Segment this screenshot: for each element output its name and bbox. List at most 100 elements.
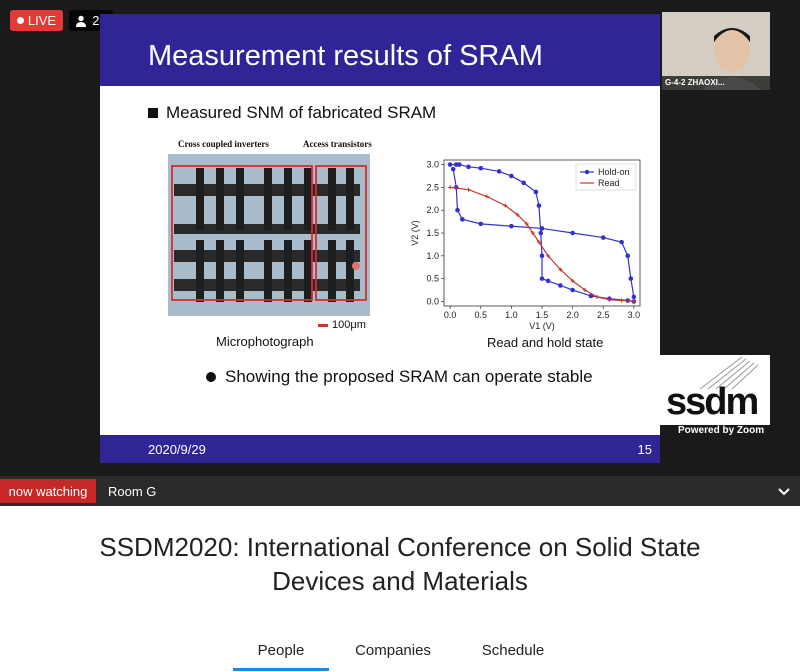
legend-label-1: Read bbox=[598, 178, 620, 188]
series-point-0 bbox=[450, 166, 456, 172]
y-tick-label: 3.0 bbox=[426, 160, 439, 170]
series-point-0 bbox=[496, 169, 502, 174]
series-point-1 bbox=[515, 212, 520, 217]
slide-footer: 2020/9/29 15 bbox=[100, 435, 660, 463]
series-point-1 bbox=[530, 231, 535, 235]
x-tick-label: 1.5 bbox=[536, 310, 549, 320]
series-point-1 bbox=[595, 294, 600, 299]
slide-bullet-2-text: Showing the proposed SRAM can operate st… bbox=[225, 367, 593, 386]
tab-schedule[interactable]: Schedule bbox=[481, 642, 545, 659]
legend-label-0: Hold-on bbox=[598, 167, 630, 177]
plot-caption: Read and hold state bbox=[487, 335, 604, 350]
series-point-1 bbox=[524, 221, 529, 226]
legend-box bbox=[575, 163, 637, 191]
series-point-0 bbox=[521, 180, 526, 186]
ssdm-logo: ssdm bbox=[660, 355, 770, 425]
scale-label: 100μm bbox=[332, 319, 366, 331]
series-point-1 bbox=[619, 298, 624, 303]
y-tick-label: 2.5 bbox=[426, 182, 439, 192]
y-tick-label: 0.0 bbox=[426, 296, 439, 306]
x-tick-label: 0.5 bbox=[474, 310, 487, 320]
series-point-0 bbox=[628, 276, 634, 281]
series-point-0 bbox=[538, 230, 544, 236]
x-tick-label: 2.0 bbox=[566, 310, 579, 320]
x-tick-label: 1.0 bbox=[505, 310, 518, 320]
series-point-1 bbox=[558, 267, 563, 272]
powered-by-zoom: Powered by Zoom bbox=[678, 425, 765, 436]
y-tick-label: 1.5 bbox=[426, 228, 439, 238]
speaker-name: G-4-2 ZHAOXI... bbox=[662, 76, 770, 90]
series-point-0 bbox=[509, 173, 514, 179]
series-point-1 bbox=[631, 299, 636, 304]
micro-label-right: Access transistors bbox=[303, 139, 372, 149]
series-point-0 bbox=[466, 164, 471, 170]
tab-people[interactable]: People bbox=[257, 642, 305, 659]
microphotograph-drawing bbox=[168, 154, 370, 316]
chevron-down-icon[interactable] bbox=[774, 481, 794, 501]
live-dot-icon bbox=[16, 17, 24, 24]
scale-bar bbox=[318, 324, 328, 327]
series-point-0 bbox=[539, 253, 545, 259]
event-title-line-2: Devices and Materials bbox=[272, 566, 528, 596]
x-tick-label: 2.5 bbox=[597, 310, 610, 320]
x-tick-label: 3.0 bbox=[628, 310, 641, 320]
series-point-1 bbox=[546, 253, 551, 258]
series-point-0 bbox=[447, 162, 453, 167]
series-point-0 bbox=[478, 165, 484, 171]
series-point-0 bbox=[570, 287, 575, 293]
now-watching-tag: now watching bbox=[0, 479, 96, 503]
x-tick-label: 0.0 bbox=[444, 310, 457, 320]
plot-series bbox=[447, 162, 637, 304]
square-bullet-icon bbox=[148, 108, 158, 118]
series-line-1 bbox=[450, 186, 634, 303]
microphotograph-image bbox=[168, 154, 370, 316]
series-point-0 bbox=[625, 253, 631, 259]
series-point-0 bbox=[455, 207, 460, 213]
series-point-0 bbox=[536, 203, 542, 208]
event-title-line-1: SSDM2020: International Conference on So… bbox=[99, 532, 701, 562]
series-point-1 bbox=[448, 185, 453, 190]
series-point-0 bbox=[558, 283, 563, 288]
ssdm-logo-mark-icon bbox=[699, 356, 759, 389]
series-point-0 bbox=[588, 293, 594, 299]
tab-bar: People Companies Schedule bbox=[0, 640, 800, 672]
micro-label-left: Cross coupled inverters bbox=[178, 139, 269, 149]
plot-axes: 0.0 0.5 1.0 1.5 2.0 2.5 3.0 0.0 0.5 1.0 1.5 2.0 2.5 3… bbox=[410, 160, 641, 331]
slide-bullet-1: Measured SNM of fabricated SRAM bbox=[148, 103, 436, 123]
micro-caption: Microphotograph bbox=[216, 334, 314, 349]
series-point-0 bbox=[457, 162, 462, 167]
series-point-0 bbox=[600, 235, 606, 240]
round-bullet-icon bbox=[206, 372, 216, 382]
series-point-0 bbox=[509, 223, 514, 229]
video-stream[interactable]: LIVE 24 Measurement results of SRAM Meas… bbox=[0, 0, 800, 476]
speaker-webcam[interactable]: G-4-2 ZHAOXI... bbox=[662, 12, 770, 90]
presentation-slide: Measurement results of SRAM Measured SNM… bbox=[100, 14, 660, 463]
series-point-0 bbox=[631, 294, 637, 300]
x-axis-label: V1 (V) bbox=[529, 321, 555, 331]
series-point-0 bbox=[539, 276, 545, 281]
slide-title: Measurement results of SRAM bbox=[100, 14, 660, 86]
person-icon bbox=[76, 15, 87, 27]
series-point-0 bbox=[545, 278, 551, 284]
series-point-0 bbox=[533, 189, 539, 195]
y-tick-label: 1.0 bbox=[426, 251, 439, 261]
series-point-0 bbox=[619, 239, 624, 245]
legend-marker-0 bbox=[584, 169, 590, 175]
y-tick-label: 2.0 bbox=[426, 205, 439, 215]
slide-bullet-1-text: Measured SNM of fabricated SRAM bbox=[166, 103, 437, 122]
tab-companies[interactable]: Companies bbox=[355, 642, 431, 659]
series-point-0 bbox=[460, 217, 465, 222]
event-title: SSDM2020: International Conference on So… bbox=[0, 530, 800, 598]
series-point-0 bbox=[478, 221, 484, 227]
live-badge: LIVE bbox=[10, 10, 63, 31]
series-point-1 bbox=[607, 297, 612, 302]
now-watching-bar[interactable]: now watching Room G bbox=[0, 476, 800, 506]
live-label: LIVE bbox=[27, 13, 57, 28]
slide-date: 2020/9/29 bbox=[148, 442, 206, 457]
series-point-0 bbox=[539, 226, 545, 231]
active-tab-indicator bbox=[233, 668, 329, 671]
room-name: Room G bbox=[108, 484, 157, 499]
y-axis-label: V2 (V) bbox=[410, 220, 420, 246]
series-point-1 bbox=[503, 203, 508, 208]
